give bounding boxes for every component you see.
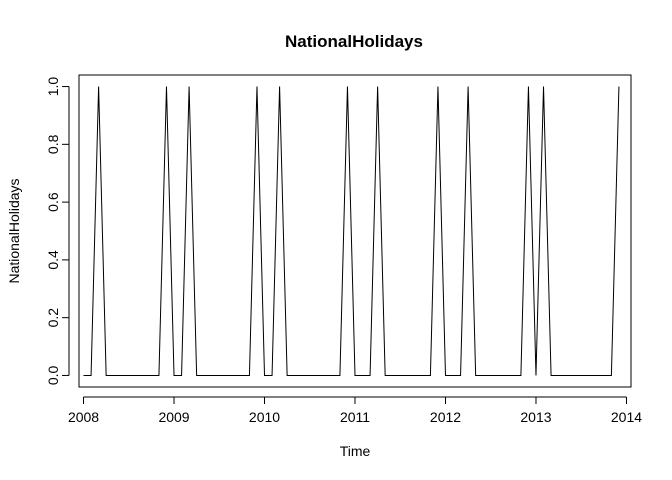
x-axis: 2008 2009 2010 2011 2012 2013 2014: [68, 396, 642, 425]
series-layer: [83, 86, 620, 376]
y-tick-label: 0.2: [45, 308, 61, 328]
y-axis-label: NationalHolidays: [6, 178, 22, 283]
y-tick-label: 1.0: [45, 77, 61, 97]
y-axis: 0.0 0.2 0.4 0.6 0.8 1.0: [45, 77, 70, 386]
x-tick-label: 2012: [430, 409, 461, 425]
x-tick-label: 2009: [158, 409, 189, 425]
x-tick-label: 2011: [340, 409, 370, 425]
x-tick-label: 2008: [68, 409, 99, 425]
y-tick-label: 0.0: [45, 366, 61, 386]
x-axis-label: Time: [340, 443, 371, 459]
y-tick-label: 0.8: [45, 134, 61, 154]
plot-frame: [78, 74, 632, 388]
chart-title: NationalHolidays: [285, 32, 423, 51]
y-tick-label: 0.4: [45, 250, 61, 270]
x-tick-label: 2013: [520, 409, 551, 425]
y-tick-label: 0.6: [45, 192, 61, 212]
series-line: [83, 86, 620, 376]
x-tick-label: 2010: [249, 409, 280, 425]
x-tick-label: 2014: [611, 409, 642, 425]
